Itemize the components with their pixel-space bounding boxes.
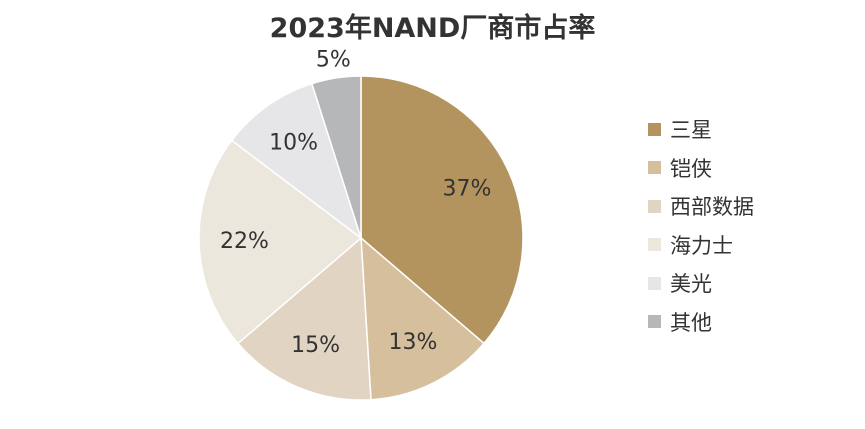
legend-swatch [648, 199, 661, 213]
pie-value-label-1: 13% [389, 330, 438, 355]
pie-value-label-0: 37% [443, 177, 492, 202]
legend-item-1: 铠侠 [648, 149, 754, 188]
legend-item-2: 西部数据 [648, 187, 754, 226]
legend-label: 其他 [670, 310, 712, 335]
legend-label: 铠侠 [670, 156, 712, 181]
legend-label: 美光 [670, 272, 712, 297]
legend-label: 海力士 [670, 233, 733, 258]
pie-slice-0 [360, 75, 524, 345]
pie-value-labels: 37% 13% 15% 22% 10% 5% [220, 48, 491, 358]
chart-title: 2023年NAND厂商市占率 [269, 13, 596, 44]
pie-slice-4 [230, 82, 363, 241]
legend-item-0: 三星 [648, 110, 754, 149]
pie-slices [198, 75, 524, 401]
legend-swatch [648, 315, 661, 329]
legend-label: 西部数据 [670, 195, 754, 220]
pie-slice-1 [360, 236, 486, 401]
legend-swatch [648, 276, 661, 290]
legend: 三星铠侠西部数据海力士美光其他 [648, 110, 754, 341]
pie-value-label-5: 5% [316, 48, 351, 73]
legend-swatch [648, 122, 661, 136]
legend-item-3: 海力士 [648, 226, 754, 265]
pie-slice-5 [310, 75, 362, 239]
pie-value-label-4: 10% [269, 130, 318, 155]
pie-slice-2 [236, 236, 372, 401]
pie-value-label-3: 22% [220, 229, 269, 254]
legend-item-5: 其他 [648, 303, 754, 342]
legend-item-4: 美光 [648, 264, 754, 303]
legend-label: 三星 [670, 118, 712, 143]
pie-value-label-2: 15% [291, 333, 340, 358]
legend-swatch [648, 161, 661, 175]
pie-slice-3 [198, 139, 363, 345]
legend-swatch [648, 238, 661, 252]
